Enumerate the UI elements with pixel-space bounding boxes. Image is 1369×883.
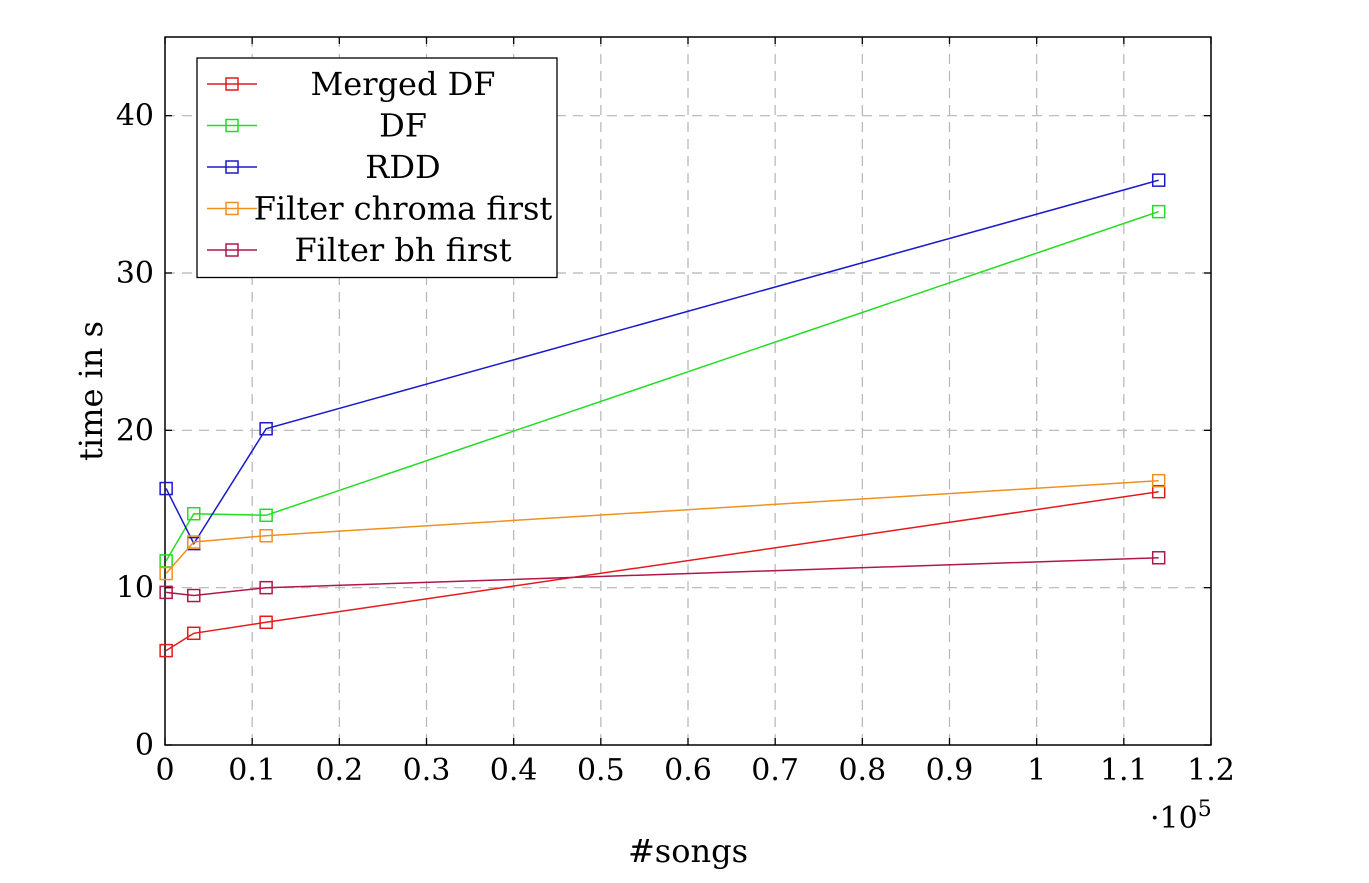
legend-label: Merged DF: [311, 65, 496, 103]
data-point-filter-bh-first: [1151, 551, 1166, 565]
x-axis-multiplier: ·105: [1150, 797, 1212, 836]
x-tick-label: 0: [155, 753, 174, 788]
y-tick-label: 30: [116, 256, 154, 291]
legend-item: DF: [207, 107, 427, 145]
x-tick-label: 1.1: [1100, 753, 1148, 788]
data-point-filter-bh-first: [159, 585, 173, 600]
x-tick-label: 0.4: [490, 753, 538, 788]
series-layer: [159, 173, 1166, 658]
x-tick-label: 0.1: [228, 753, 276, 788]
x-tick-label: 1: [1027, 753, 1046, 788]
data-point-filter-chroma-first: [187, 535, 201, 549]
axis-ticks: 0 0.1 0.2 0.3 0.4 0.5 0.6 0.7 0.8 0.9 1 1.1 1.2 0 10 20…: [116, 37, 1235, 788]
x-axis-multiplier-exponent: 5: [1198, 797, 1212, 822]
legend-item: Filter bh first: [207, 231, 512, 269]
x-tick-label: 0.7: [751, 753, 799, 788]
legend-label: Filter bh first: [294, 231, 511, 269]
series-line-filter-bh-first: [166, 557, 1159, 597]
y-tick-label: 20: [116, 413, 154, 448]
x-tick-label: 0.8: [838, 753, 886, 788]
legend-label: RDD: [365, 148, 440, 186]
data-point-merged-df: [187, 626, 201, 641]
data-point-merged-df: [259, 615, 273, 630]
series-rdd: [159, 173, 1166, 551]
x-tick-label: 0.6: [664, 753, 712, 788]
data-point-filter-bh-first: [259, 580, 273, 595]
y-tick-label: 40: [116, 99, 154, 134]
y-axis-label: time in s: [72, 321, 110, 461]
series-df: [159, 204, 1166, 568]
data-point-filter-chroma-first: [159, 566, 173, 581]
data-point-rdd: [259, 422, 273, 436]
data-point-filter-bh-first: [187, 588, 201, 603]
legend-item: Filter chroma first: [207, 190, 552, 228]
legend-marker: [225, 118, 239, 133]
legend-marker: [225, 243, 239, 257]
series-line-df: [165, 210, 1159, 562]
legend-item: Merged DF: [207, 65, 495, 103]
x-axis-multiplier-base: ·10: [1150, 801, 1198, 836]
data-point-merged-df: [159, 643, 173, 658]
x-tick-label: 0.9: [926, 753, 974, 788]
legend-marker: [225, 77, 239, 91]
x-axis-label: #songs: [628, 832, 748, 870]
data-point-filter-chroma-first: [1151, 473, 1166, 488]
data-point-rdd: [1151, 173, 1166, 187]
x-tick-label: 1.2: [1187, 753, 1235, 788]
x-tick-label: 0.3: [403, 753, 451, 788]
data-point-df: [159, 554, 173, 568]
series-line-filter-chroma-first: [165, 479, 1159, 574]
legend-label: Filter chroma first: [254, 190, 553, 228]
y-tick-label: 10: [116, 571, 154, 606]
series-filter-bh-first: [159, 551, 1166, 603]
legend-label: DF: [379, 107, 427, 145]
data-point-df: [187, 506, 201, 521]
legend-marker: [225, 160, 239, 174]
y-tick-label: 0: [135, 728, 154, 763]
legend-item: RDD: [207, 148, 441, 186]
data-point-merged-df: [1151, 484, 1166, 499]
data-point-filter-chroma-first: [259, 528, 273, 543]
series-merged-df: [159, 484, 1166, 658]
x-tick-label: 0.5: [577, 753, 625, 788]
series-line-merged-df: [165, 490, 1159, 652]
data-point-rdd: [159, 481, 173, 496]
data-point-df: [259, 508, 273, 523]
data-point-df: [1151, 204, 1166, 219]
x-tick-label: 0.2: [315, 753, 363, 788]
legend-marker: [225, 201, 239, 216]
series-filter-chroma-first: [159, 473, 1166, 581]
series-line-rdd: [165, 179, 1159, 546]
